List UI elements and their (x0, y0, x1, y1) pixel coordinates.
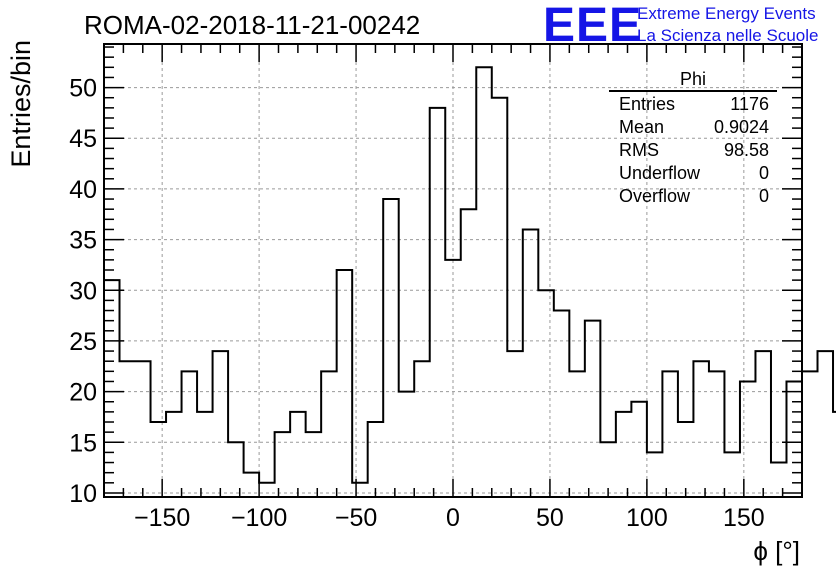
x-tick-label: 100 (626, 504, 668, 532)
org-name-line2: La Scienza nelle Scuole (637, 26, 819, 45)
x-tick-label: 50 (536, 504, 564, 532)
x-tick-label: −150 (134, 504, 190, 532)
grid-lines (104, 44, 802, 497)
y-tick-label: 15 (69, 429, 97, 457)
histogram-line (104, 66, 836, 484)
stats-row: Entries 1176 (609, 93, 777, 116)
stats-value: 98.58 (723, 140, 769, 160)
stats-value: 0 (758, 186, 769, 206)
stats-row: Mean 0.9024 (609, 116, 777, 139)
stats-value: 0 (758, 163, 769, 183)
x-axis-label: ϕ [°] (753, 536, 800, 566)
y-tick-label: 50 (69, 75, 97, 103)
org-name-line1: Extreme Energy Events (637, 4, 816, 23)
stats-row: RMS 98.58 (609, 139, 777, 162)
y-tick-label: 10 (69, 480, 97, 508)
y-tick-label: 25 (69, 328, 97, 356)
x-tick-label: −50 (335, 504, 377, 532)
stats-label: RMS (619, 140, 659, 160)
stats-label: Underflow (619, 163, 701, 183)
stats-label: Entries (619, 94, 676, 114)
y-tick-label: 30 (69, 277, 97, 305)
x-tick-label: 0 (446, 504, 460, 532)
chart-title: ROMA-02-2018-11-21-00242 (84, 10, 421, 40)
stats-row: Overflow 0 (609, 185, 777, 208)
x-tick-label: 150 (723, 504, 765, 532)
y-tick-label: 35 (69, 227, 97, 255)
stats-value: 1176 (730, 94, 769, 114)
plot-frame (103, 43, 803, 498)
y-tick-label: 40 (69, 176, 97, 204)
stats-label: Overflow (619, 186, 691, 206)
x-tick-label: −100 (231, 504, 287, 532)
stats-row: Underflow 0 (609, 162, 777, 185)
y-tick-label: 20 (69, 379, 97, 407)
stats-box: Phi Entries 1176 Mean 0.9024 RMS 98.58 Unde… (609, 69, 777, 208)
y-tick-label: 45 (69, 125, 97, 153)
stats-title: Phi (609, 69, 777, 92)
eee-logo: EEE (543, 0, 643, 52)
x-tick-labels: −150 −100 −50 0 50 100 150 (134, 504, 765, 532)
axis-ticks (103, 44, 803, 497)
y-tick-labels: 10 15 20 25 30 35 40 45 50 (69, 75, 97, 508)
stats-value: 0.9024 (713, 117, 769, 137)
y-axis-label: Entries/bin (6, 40, 36, 168)
stats-label: Mean (619, 117, 665, 137)
